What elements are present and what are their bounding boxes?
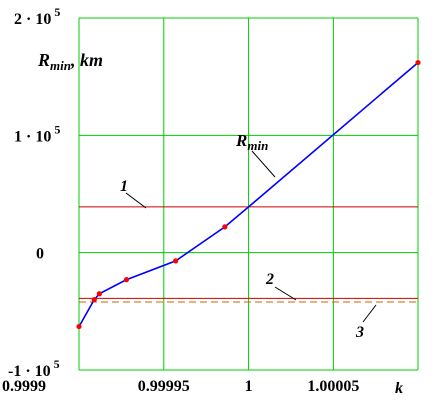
series-label-leader <box>251 150 276 178</box>
data-point <box>415 59 421 66</box>
data-point <box>76 323 82 330</box>
line-1-label: 1 <box>120 178 128 195</box>
data-markers <box>76 59 421 330</box>
data-point <box>173 258 179 264</box>
line-3-label: 3 <box>355 324 364 341</box>
y-tick-label: 0 <box>36 246 44 263</box>
grid <box>78 17 419 371</box>
y-tick-label: 1 · 10 5 <box>14 122 60 145</box>
x-tick-label: 1.00005 <box>307 378 359 395</box>
y-tick-labels: 2 · 10 5 1 · 10 5 0 -1 · 10 5 <box>8 5 60 380</box>
line-2-label: 2 <box>265 271 274 288</box>
data-point <box>91 297 97 303</box>
data-point <box>222 224 228 230</box>
y-tick-label: -1 · 10 5 <box>8 357 60 380</box>
x-tick-labels: 0.9999 0.99995 1 1.00005 <box>2 378 359 395</box>
y-axis-label: Rmin, km <box>37 50 103 73</box>
data-point <box>123 277 130 283</box>
line-1-leader <box>125 192 147 209</box>
y-tick-label: 2 · 10 5 <box>14 5 60 28</box>
x-tick-label: 0.9999 <box>2 378 46 395</box>
line-2-leader <box>274 286 297 301</box>
x-tick-label: 1 <box>245 378 253 395</box>
line-3-leader <box>362 304 377 323</box>
x-axis-label: k <box>395 380 403 397</box>
series-label: Rmin <box>235 131 268 153</box>
x-tick-label: 0.99995 <box>138 378 190 395</box>
data-point <box>96 291 102 297</box>
